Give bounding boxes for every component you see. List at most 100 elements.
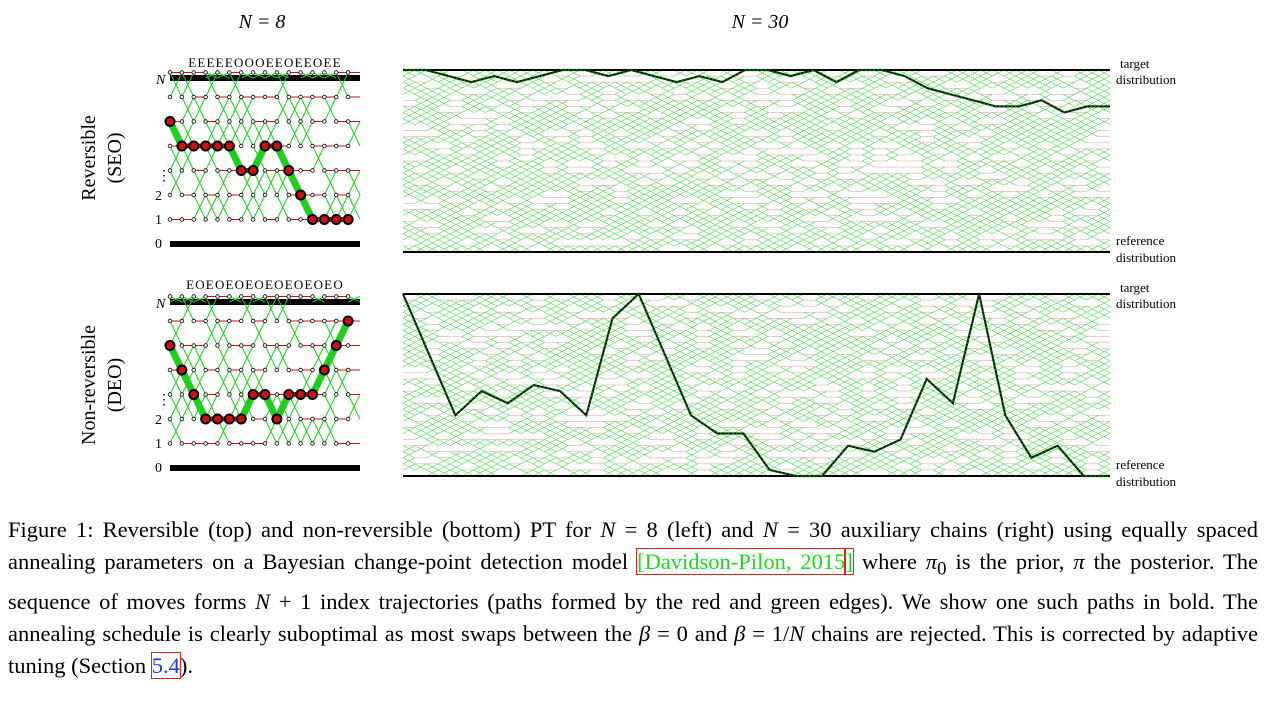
swap-edge (756, 463, 769, 471)
swap-edge (732, 469, 745, 477)
swap-edge (508, 154, 521, 162)
swap-edge (414, 215, 427, 222)
swap-edge (508, 172, 521, 180)
swap-edge (744, 106, 757, 113)
swap-edge (838, 118, 851, 125)
swap-edge (438, 154, 451, 162)
swap-edge (980, 81, 993, 89)
swap-edge (768, 172, 781, 180)
swap-edge (1027, 227, 1040, 235)
swap-edge (779, 245, 792, 253)
swap-edge (791, 209, 804, 216)
swap-edge (532, 185, 545, 192)
swap-edge (473, 106, 486, 113)
swap-edge (956, 469, 969, 477)
swap-edge (709, 87, 722, 95)
swap-edge (721, 233, 734, 241)
swap-edge (897, 94, 910, 101)
swap-edge (838, 178, 851, 186)
swap-edge (862, 75, 875, 83)
state-node (191, 441, 196, 446)
swap-edge (933, 227, 946, 235)
swap-edge (1003, 112, 1016, 119)
swap-edge (264, 345, 278, 371)
bold-path-node (342, 315, 354, 327)
swap-edge (614, 178, 627, 186)
bold-path-node (295, 389, 307, 400)
swap-edge (838, 209, 851, 216)
swap-edge (803, 87, 816, 95)
swap-edge (933, 172, 946, 180)
swap-edge (732, 233, 745, 241)
swap-edge (485, 154, 498, 162)
swap-edge (709, 130, 722, 137)
swap-edge (721, 203, 734, 210)
swap-edge (414, 100, 427, 107)
swap-edge (1098, 178, 1111, 186)
swap-edge (1003, 118, 1016, 125)
swap-edge (1003, 172, 1016, 180)
swap-edge (768, 233, 781, 241)
state-node (310, 441, 315, 446)
swap-edge (968, 233, 981, 241)
swap-edge (638, 87, 651, 95)
swap-edge (181, 96, 195, 122)
state-node (215, 441, 220, 446)
swap-edge (1086, 215, 1099, 222)
swap-edge (1027, 81, 1040, 89)
swap-edge (544, 239, 557, 247)
swap-edge (803, 118, 816, 125)
panel-deo-n30 (401, 292, 1111, 478)
state-node (262, 343, 268, 348)
swap-edge (874, 136, 887, 144)
swap-edge (300, 96, 313, 122)
swap-edge (791, 166, 804, 174)
swap-edge (862, 106, 875, 113)
swap-edge (461, 185, 474, 192)
swap-edge (744, 100, 757, 107)
swap-edge (335, 72, 349, 98)
swap-edge (791, 118, 804, 125)
swap-edge (520, 245, 533, 253)
swap-edge (980, 203, 993, 210)
swap-edge (803, 100, 816, 107)
swap-edge (438, 203, 451, 210)
swap-edge (944, 172, 957, 180)
swap-edge (968, 172, 981, 180)
swap-edge (591, 191, 604, 198)
swap-edge (450, 154, 463, 162)
swap-edge (1050, 172, 1063, 180)
swap-edge (414, 118, 427, 125)
swap-edge (638, 197, 651, 204)
swap-edge (193, 369, 207, 395)
swap-edge (497, 245, 510, 253)
state-node (250, 192, 256, 198)
swap-edge (662, 154, 675, 162)
swap-edge (603, 148, 616, 156)
swap-edge (426, 215, 439, 222)
swap-edge (721, 166, 734, 174)
state-node (286, 318, 291, 324)
swap-edge (567, 221, 580, 228)
swap-edge (838, 215, 851, 222)
swap-edge (614, 148, 627, 156)
swap-edge (473, 148, 486, 156)
swap-edge (662, 209, 675, 216)
swap-edge (520, 185, 533, 192)
swap-edge (897, 172, 910, 180)
state-node (322, 343, 327, 348)
swap-edge (1074, 215, 1087, 222)
state-node (345, 294, 351, 299)
swap-edge (1015, 233, 1028, 241)
swap-edge (968, 227, 981, 235)
swap-edge (579, 118, 592, 125)
swap-edge (685, 191, 698, 198)
swap-edge (909, 203, 922, 210)
state-node (191, 94, 196, 100)
swap-edge (544, 172, 557, 180)
swap-edge (426, 154, 439, 162)
swap-edge (276, 96, 290, 122)
swap-edge (697, 87, 710, 95)
swap-edge (614, 245, 627, 253)
swap-edge (1086, 233, 1099, 241)
